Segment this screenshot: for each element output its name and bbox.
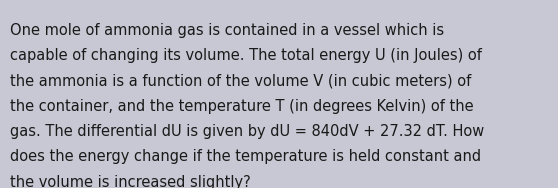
Text: the volume is increased slightly?: the volume is increased slightly? (10, 175, 251, 188)
Text: One mole of ammonia gas is contained in a vessel which is: One mole of ammonia gas is contained in … (10, 23, 444, 38)
Text: capable of changing its volume. The total energy U (in Joules) of: capable of changing its volume. The tota… (10, 48, 482, 63)
Text: the container, and the temperature T (in degrees Kelvin) of the: the container, and the temperature T (in… (10, 99, 474, 114)
Text: gas. The differential dU is given by dU = 840dV + 27.32 dT. How: gas. The differential dU is given by dU … (10, 124, 484, 139)
Text: does the energy change if the temperature is held constant and: does the energy change if the temperatur… (10, 149, 481, 164)
Text: the ammonia is a function of the volume V (in cubic meters) of: the ammonia is a function of the volume … (10, 73, 472, 88)
